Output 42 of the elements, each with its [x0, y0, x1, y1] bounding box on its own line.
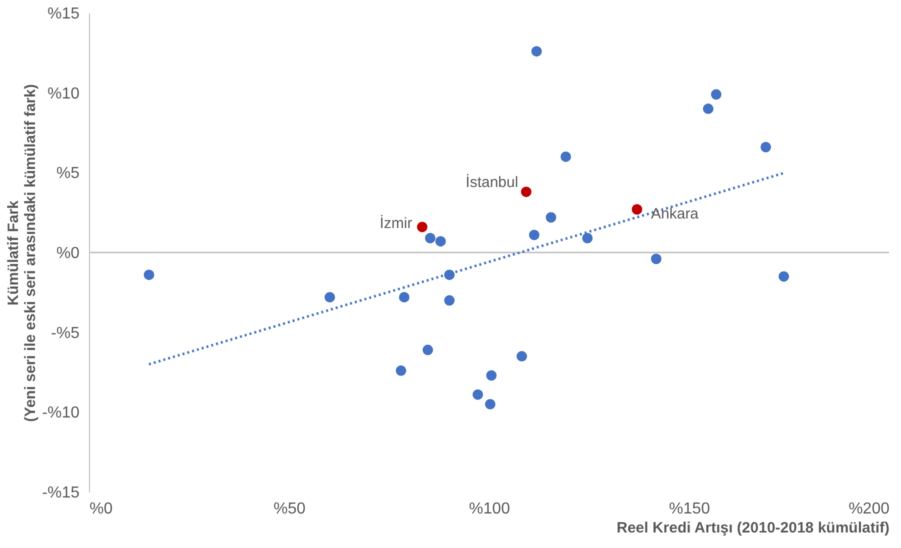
point — [760, 142, 772, 152]
y-tick-label: %5 — [56, 165, 80, 182]
point — [486, 370, 497, 381]
point — [422, 344, 434, 356]
point — [632, 204, 642, 215]
point — [702, 104, 714, 114]
point — [546, 212, 556, 223]
point — [144, 270, 154, 280]
x-axis-title: Reel Kredi Artışı (2010-2018 kümülatif) — [616, 520, 890, 536]
point — [531, 46, 542, 57]
annotation: Ankara — [651, 205, 700, 222]
point — [435, 236, 446, 247]
point — [424, 232, 436, 244]
point — [528, 230, 540, 240]
point — [484, 398, 496, 410]
point — [650, 254, 662, 264]
y-tick-label: %0 — [56, 245, 80, 262]
point — [582, 232, 593, 244]
y-tick-label: %10 — [47, 85, 80, 102]
point — [710, 89, 722, 100]
y-tick-label: -%5 — [51, 324, 80, 342]
x-tick-label: %100 — [469, 500, 510, 518]
point — [520, 186, 532, 198]
x-tick-label: %50 — [273, 500, 306, 518]
point — [560, 151, 572, 162]
point — [516, 351, 528, 362]
point — [416, 222, 428, 232]
point — [472, 389, 484, 400]
annotation: İzmir — [380, 214, 412, 232]
y-tick-label: -%10 — [42, 404, 80, 422]
annotation: İstanbul — [466, 172, 518, 191]
point — [444, 295, 455, 306]
y-axis-title: Kümülatif Fark (Yeni seri ile eski seri arasındaki kümülatif fark) — [5, 84, 40, 422]
point — [396, 365, 406, 376]
point — [778, 271, 790, 282]
x-tick-label: %0 — [90, 500, 113, 518]
point — [398, 292, 410, 302]
y-tick-label: %15 — [47, 6, 80, 22]
x-tick-label: %200 — [848, 500, 890, 518]
x-tick-label: %150 — [669, 500, 710, 518]
y-tick-label: -%15 — [42, 484, 80, 502]
point — [324, 292, 336, 302]
